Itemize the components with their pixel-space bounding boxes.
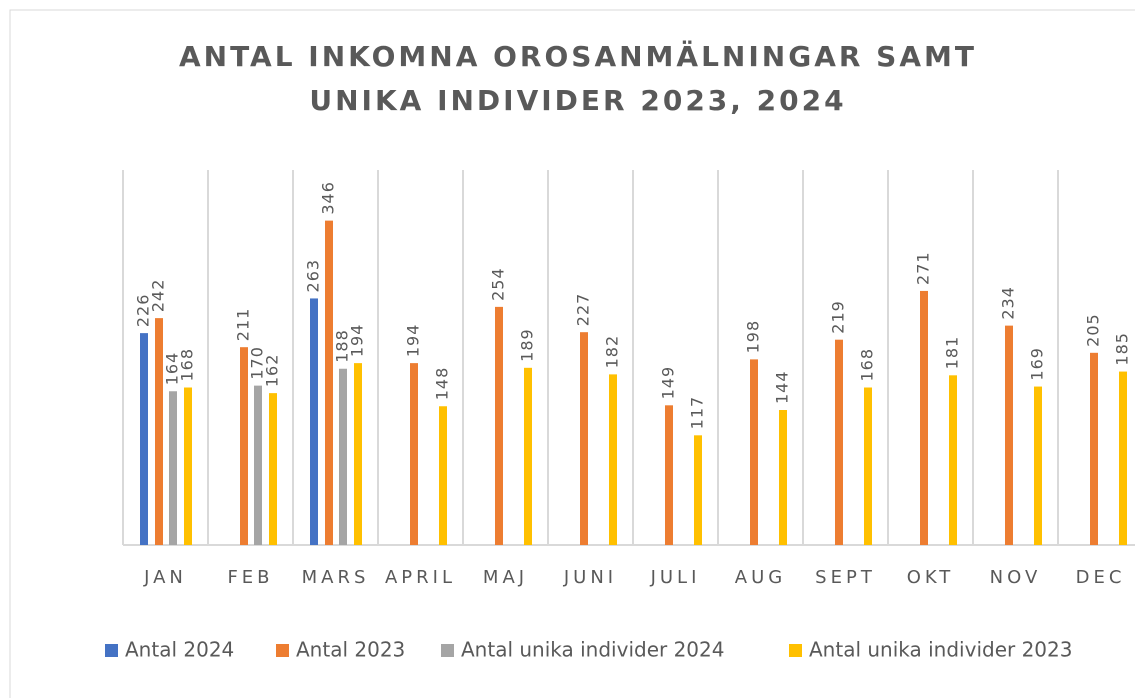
chart-border [9, 9, 1135, 698]
data-label: 149 [659, 366, 678, 400]
bar [269, 393, 277, 545]
data-label: 271 [914, 251, 933, 285]
bar [864, 387, 872, 545]
bar [524, 367, 532, 545]
bar [240, 347, 248, 545]
data-label: 254 [489, 267, 508, 301]
data-label: 219 [829, 300, 848, 334]
bar [410, 363, 418, 545]
x-tick-label: JUNI [563, 567, 617, 588]
data-label: 164 [163, 352, 182, 386]
data-label: 170 [248, 346, 267, 380]
x-tick-label: JULI [650, 567, 701, 588]
legend-label: Antal unika individer 2024 [461, 638, 724, 662]
bar [665, 405, 673, 545]
data-label: 263 [304, 259, 323, 293]
x-tick-label: MARS [302, 567, 370, 588]
bar [750, 359, 758, 545]
data-label: 181 [943, 336, 962, 370]
legend-label: Antal 2023 [296, 638, 405, 662]
bar [339, 368, 347, 545]
data-label: 194 [404, 324, 423, 358]
bar [920, 290, 928, 545]
legend-swatch [789, 644, 802, 657]
x-tick-label: JAN [143, 567, 187, 588]
data-label: 185 [1113, 332, 1132, 366]
chart-title: UNIKA INDIVIDER 2023, 2024 [309, 84, 846, 117]
x-tick-label: OKT [907, 567, 955, 588]
data-label: 227 [574, 293, 593, 327]
chart-title: ANTAL INKOMNA OROSANMÄLNINGAR SAMT [179, 39, 977, 73]
legend-label: Antal 2024 [125, 638, 234, 662]
bar [354, 363, 362, 545]
bar [1034, 386, 1042, 545]
x-tick-label: NOV [990, 567, 1042, 588]
data-label: 168 [178, 348, 197, 382]
legend-label: Antal unika individer 2023 [809, 638, 1072, 662]
bar [779, 410, 787, 545]
data-label: 188 [333, 329, 352, 363]
data-label: 346 [319, 181, 338, 215]
bar [694, 435, 702, 545]
data-label: 211 [234, 308, 253, 342]
x-tick-label: FEB [227, 567, 273, 588]
x-tick-label: DEC [1076, 567, 1126, 588]
data-label: 148 [433, 367, 452, 401]
data-label: 189 [518, 328, 537, 362]
data-label: 117 [688, 396, 707, 430]
bar [169, 391, 177, 545]
x-tick-label: SEPT [815, 567, 876, 588]
bar [949, 375, 957, 545]
bar [155, 318, 163, 545]
bar [609, 374, 617, 545]
bar [1119, 371, 1127, 545]
x-tick-label: AUG [735, 567, 786, 588]
bar [580, 332, 588, 545]
data-label: 168 [858, 348, 877, 382]
data-label: 169 [1028, 347, 1047, 381]
data-label: 205 [1084, 313, 1103, 347]
bar [495, 306, 503, 545]
x-tick-label: MAJ [483, 567, 528, 588]
bar [1090, 352, 1098, 545]
data-label: 234 [999, 286, 1018, 320]
legend-swatch [105, 644, 118, 657]
bar [184, 387, 192, 545]
bar [140, 333, 148, 545]
bar [835, 339, 843, 545]
bar [439, 406, 447, 545]
data-label: 194 [348, 324, 367, 358]
data-label: 144 [773, 370, 792, 404]
bar [254, 385, 262, 545]
data-label: 182 [603, 335, 622, 369]
data-label: 162 [263, 354, 282, 388]
data-label: 198 [744, 320, 763, 354]
bar [325, 220, 333, 545]
legend-swatch [276, 644, 289, 657]
data-label: 226 [134, 294, 153, 328]
bar [310, 298, 318, 545]
bar [1005, 325, 1013, 545]
x-tick-label: APRIL [385, 567, 456, 588]
data-label: 242 [149, 279, 168, 313]
legend-swatch [441, 644, 454, 657]
